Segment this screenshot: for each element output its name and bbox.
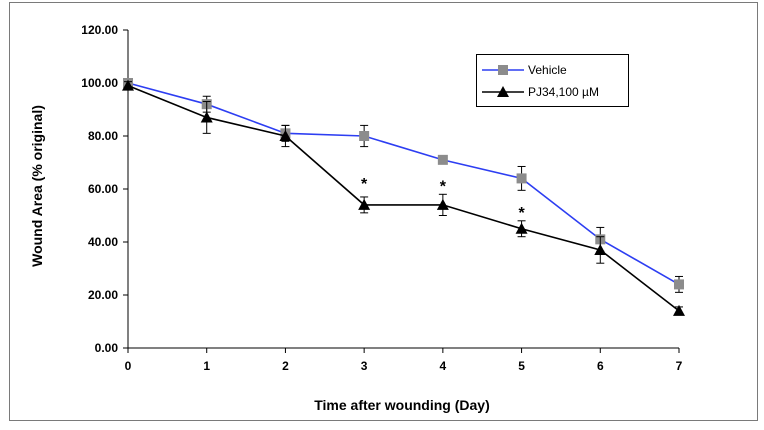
significance-marker: * [361,176,368,193]
x-tick-label: 7 [676,359,683,373]
significance-marker: * [440,179,447,196]
y-axis-title: Wound Area (% original) [29,105,45,267]
legend-label: PJ34,100 µM [528,85,599,99]
data-point [200,111,213,123]
data-point [594,243,607,255]
axes: 0.00 20.00 40.00 60.00 80.00 100.00 120.00 0 1 2 3… [81,23,682,373]
data-point [122,79,134,91]
legend: Vehicle PJ34,100 µM [476,54,629,107]
data-point [516,173,527,184]
y-tick-label: 40.00 [88,235,118,249]
series-line [127,84,680,312]
legend-entry: Vehicle [482,63,567,77]
data-point [436,198,449,210]
x-tick-label: 4 [440,359,447,373]
y-tick-label: 60.00 [88,182,118,196]
data-point [358,198,371,210]
significance-marker: * [518,205,525,222]
series-line [127,82,680,286]
legend-label: Vehicle [528,63,567,77]
annotations: * * * [361,176,525,222]
y-tick-label: 20.00 [88,288,118,302]
x-axis-title: Time after wounding (Day) [314,397,490,413]
legend-marker [498,65,508,75]
legend-box [476,54,629,107]
x-tick-label: 0 [125,359,132,373]
y-tick-label: 120.00 [81,23,118,37]
data-point [674,279,684,290]
data-point [673,304,685,316]
x-tick-label: 2 [282,359,289,373]
data-point [515,222,528,234]
series-pj34 [122,79,685,316]
x-tick-label: 1 [203,359,210,373]
series-layer [122,78,685,316]
legend-marker [497,86,509,97]
x-tick-label: 6 [597,359,604,373]
legend-entry: PJ34,100 µM [482,85,599,99]
y-tick-label: 100.00 [81,76,118,90]
x-tick-label: 5 [518,359,525,373]
data-point [359,131,370,141]
x-tick-label: 3 [361,359,368,373]
y-tick-label: 80.00 [88,129,118,143]
y-tick-label: 0.00 [95,341,119,355]
data-point [437,154,448,165]
data-point [279,130,292,141]
chart-border [9,2,758,421]
